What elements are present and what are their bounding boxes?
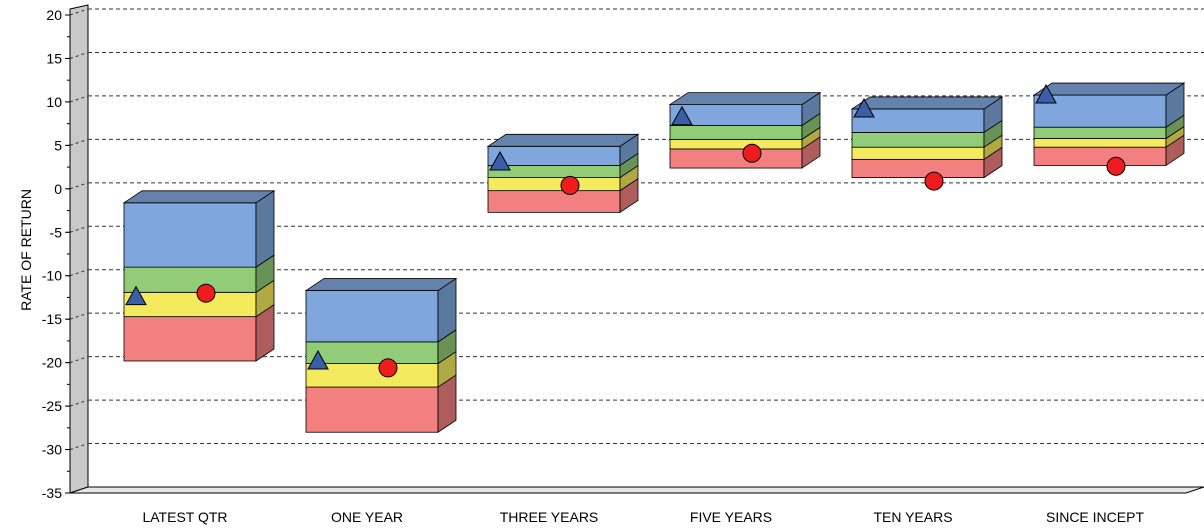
triangle-marker xyxy=(489,150,511,171)
circle-marker xyxy=(196,283,216,303)
y-axis-title: RATE OF RETURN xyxy=(18,189,34,311)
y-tick-label: 15 xyxy=(46,50,62,66)
bar-three-years xyxy=(486,133,640,214)
bar-band-front xyxy=(669,148,803,169)
bar-band-front xyxy=(487,190,621,213)
bar-band-front xyxy=(851,158,985,179)
triangle-marker xyxy=(853,97,875,118)
circle-marker xyxy=(1106,156,1126,176)
x-category-label: FIVE YEARS xyxy=(690,509,772,525)
bar-latest-qtr xyxy=(122,190,276,362)
bar-band-front xyxy=(305,290,439,343)
y-tick-label: 10 xyxy=(46,94,62,110)
y-tick-label: -15 xyxy=(42,311,62,327)
y-tick-label: -20 xyxy=(42,355,62,371)
markers xyxy=(125,84,1126,378)
x-category-label: THREE YEARS xyxy=(500,509,599,525)
floor xyxy=(69,486,1204,494)
circle-marker xyxy=(378,358,398,378)
bar-band-front xyxy=(669,125,803,140)
y-axis-ticks: -35 -30 -25 -20 -15 -10 -5 0 5 10 15 20 xyxy=(42,7,70,501)
bar-band-front xyxy=(123,202,257,268)
y-tick-label: -30 xyxy=(42,442,62,458)
x-category-label: LATEST QTR xyxy=(142,509,227,525)
bar-band-front xyxy=(305,341,439,364)
bar-top-face xyxy=(486,133,640,147)
left-wall xyxy=(69,4,89,494)
bar-five-years xyxy=(668,91,822,169)
bar-band-front xyxy=(487,177,621,192)
circle-marker xyxy=(924,171,944,191)
x-category-label: SINCE INCEPT xyxy=(1046,509,1144,525)
x-category-label: TEN YEARS xyxy=(873,509,952,525)
triangle-marker xyxy=(671,105,693,126)
axis-wall xyxy=(69,4,1204,494)
bar-band-front xyxy=(123,266,257,293)
triangle-marker xyxy=(307,349,329,370)
x-axis-labels: LATEST QTR ONE YEAR THREE YEARS FIVE YEARS T… xyxy=(142,509,1144,525)
y-tick-label: -25 xyxy=(42,398,62,414)
bar-top-face xyxy=(304,278,458,291)
bar-top-face xyxy=(668,92,822,105)
bar-band-front xyxy=(1033,146,1167,166)
bars xyxy=(122,82,1186,433)
bar-band-front xyxy=(487,145,621,166)
circle-marker xyxy=(742,143,762,163)
y-tick-label: 5 xyxy=(54,137,62,153)
y-tick-label: -5 xyxy=(50,224,63,240)
bar-band-front xyxy=(1033,126,1167,139)
bar-band-front xyxy=(305,386,439,433)
y-tick-label: -35 xyxy=(42,485,62,501)
y-tick-label: 0 xyxy=(54,181,62,197)
bar-band-front xyxy=(669,138,803,150)
bar-band-front xyxy=(851,146,985,160)
bar-ten-years xyxy=(850,96,1004,179)
bar-band-front xyxy=(851,132,985,148)
y-tick-label: 20 xyxy=(46,7,62,23)
circle-marker xyxy=(560,175,580,195)
bar-since-incept xyxy=(1032,82,1186,167)
bar-one-year xyxy=(304,277,458,433)
bar-top-face xyxy=(850,96,1004,110)
triangle-marker xyxy=(1035,84,1057,104)
bar-band-side xyxy=(255,190,275,268)
bar-top-face xyxy=(1032,82,1186,96)
x-category-label: ONE YEAR xyxy=(331,509,403,525)
bar-top-face xyxy=(122,190,276,204)
bar-band-front xyxy=(123,316,257,362)
bar-band-front xyxy=(1033,138,1167,148)
triangle-marker xyxy=(125,285,147,306)
bar-band-front xyxy=(1033,94,1167,128)
y-tick-label: -10 xyxy=(42,268,62,284)
